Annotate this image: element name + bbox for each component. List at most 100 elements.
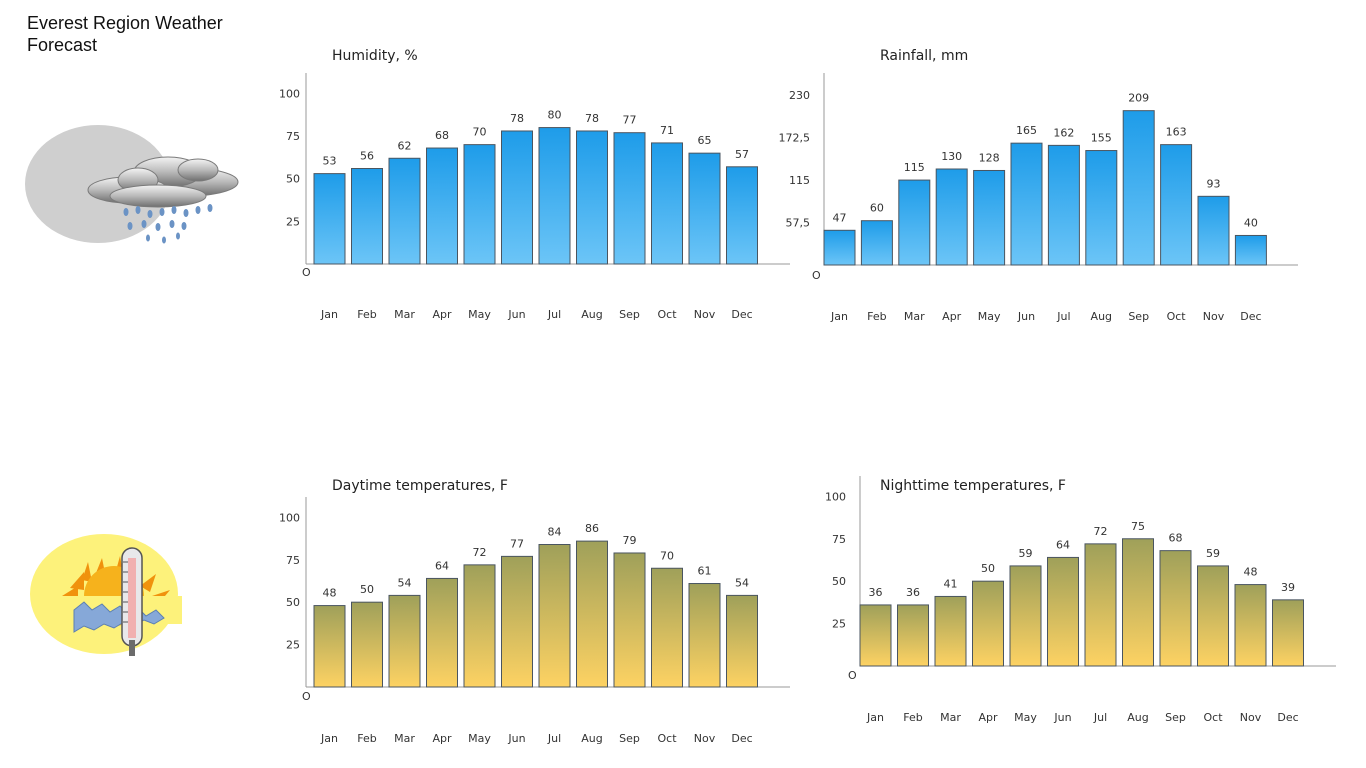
bar-oct [1197,565,1229,667]
x-tick-label: Feb [903,711,922,724]
y-tick-label: 75 [286,130,300,143]
bar-jul [1084,543,1117,667]
data-label: 50 [981,562,995,575]
y-zero-label: O [848,669,857,682]
bar-aug [576,130,608,265]
data-label: 62 [398,139,412,152]
data-label: 68 [1169,532,1183,545]
x-tick-label: Nov [694,308,716,321]
data-label: 93 [1207,177,1221,190]
x-tick-label: Jun [507,732,525,745]
data-label: 56 [360,150,374,163]
x-tick-label: Apr [942,310,962,323]
bar-mar [388,594,421,688]
data-label: 59 [1019,547,1033,560]
chart-nighttime: Nighttime temperatures, F 100 75 50 25 O 36 Jan… [825,476,1336,724]
y-tick-label: 172,5 [779,132,811,145]
x-tick-label: Jan [830,310,848,323]
x-tick-label: Jul [1056,310,1070,323]
bar-jan [859,604,892,667]
x-tick-label: Apr [432,732,452,745]
bar-sep [613,132,646,265]
bar-jan [313,605,346,688]
data-label: 48 [1244,566,1258,579]
x-tick-label: Aug [1091,310,1112,323]
x-tick-label: Oct [1167,310,1187,323]
bar-oct [651,567,683,688]
chart-daytime: Daytime temperatures, F 100 75 50 25 O 48 Jan 50… [279,478,790,745]
x-tick-label: Dec [1240,310,1261,323]
bar-sep [1159,550,1192,667]
chart-title: Rainfall, mm [880,48,968,64]
x-tick-label: Sep [619,732,640,745]
data-label: 163 [1166,126,1187,139]
data-label: 209 [1128,92,1149,105]
y-zero-label: O [812,269,821,282]
bar-oct [651,142,683,265]
y-tick-label: 25 [286,639,300,652]
data-label: 40 [1244,216,1258,229]
bar-aug [1085,150,1118,266]
chart-rainfall: Rainfall, mm 230 172,5 115 57,5 O 47 Jan 60 Feb 11… [779,48,1298,323]
data-label: 59 [1206,547,1220,560]
y-tick-label: 100 [825,490,846,503]
x-tick-label: Apr [432,308,452,321]
x-tick-label: May [468,732,491,745]
x-tick-label: Jul [547,732,561,745]
y-tick-label: 230 [789,89,810,102]
data-label: 70 [473,126,487,139]
chart-title: Daytime temperatures, F [332,478,508,494]
bar-sep [1122,110,1155,266]
bar-dec [1272,599,1304,667]
data-label: 79 [623,534,637,547]
x-tick-label: Dec [1277,711,1298,724]
data-label: 61 [698,565,712,578]
data-label: 47 [833,211,847,224]
x-tick-label: May [1014,711,1037,724]
y-tick-label: 75 [832,533,846,546]
bar-jul [1047,144,1080,266]
bar-feb [860,220,893,266]
chart-title: Nighttime temperatures, F [880,478,1066,494]
x-tick-label: Oct [657,732,677,745]
data-label: 39 [1281,581,1295,594]
data-label: 78 [510,112,524,125]
bar-apr [426,147,458,265]
y-tick-label: 100 [279,87,300,100]
y-tick-label: 50 [286,596,300,609]
x-tick-label: Feb [357,308,376,321]
x-tick-label: Feb [867,310,886,323]
data-label: 54 [735,576,749,589]
bar-jan [313,173,346,265]
bar-may [1009,565,1042,667]
x-tick-label: Nov [1203,310,1225,323]
data-label: 75 [1131,520,1145,533]
data-label: 80 [548,109,562,122]
y-zero-label: O [302,266,311,279]
bar-dec [726,166,758,265]
x-tick-label: Jan [320,732,338,745]
x-tick-label: Jun [1053,711,1071,724]
y-tick-label: 75 [286,554,300,567]
data-label: 72 [473,546,487,559]
data-label: 53 [323,155,337,168]
x-tick-label: Mar [394,308,415,321]
bar-feb [897,604,929,667]
y-tick-label: 50 [832,575,846,588]
x-tick-label: Jul [547,308,561,321]
bar-jul [538,544,571,688]
data-label: 77 [623,114,637,127]
x-tick-label: Nov [1240,711,1262,724]
bar-nov [1234,584,1267,667]
x-tick-label: Jan [866,711,884,724]
data-label: 41 [944,577,958,590]
bar-feb [351,601,383,688]
x-tick-label: Jun [507,308,525,321]
data-label: 50 [360,583,374,596]
bar-aug [1122,538,1154,667]
bar-nov [688,583,721,688]
bar-jun [501,555,533,688]
thermometer-sun-icon [22,530,187,660]
x-tick-label: Mar [394,732,415,745]
